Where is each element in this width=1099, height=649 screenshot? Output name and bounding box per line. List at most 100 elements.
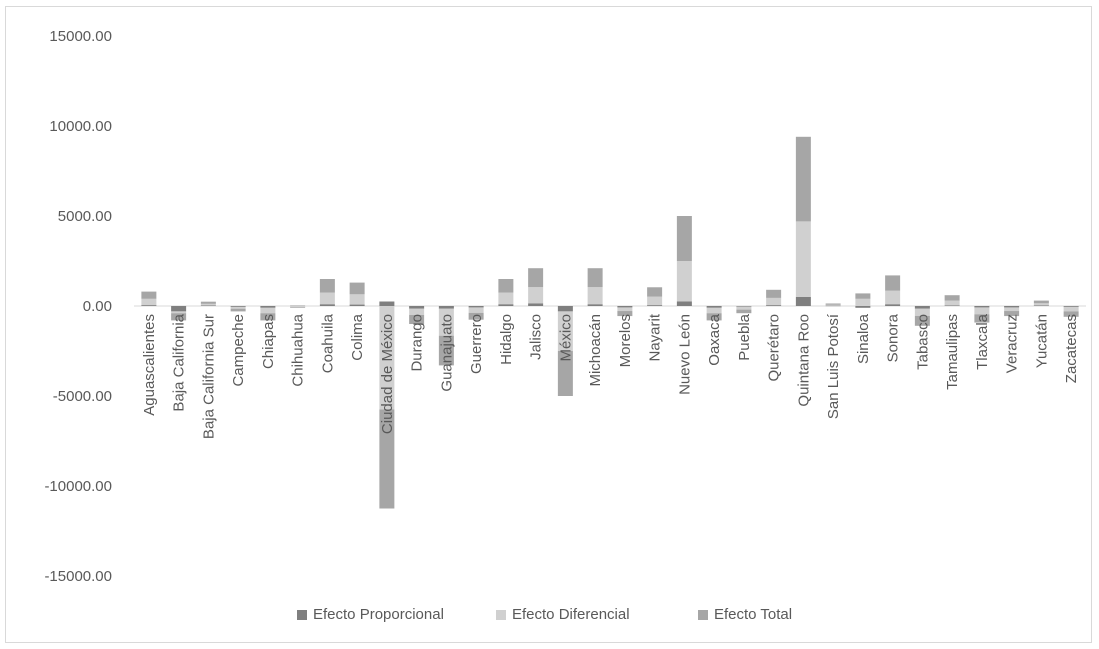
x-tick-label: Morelos bbox=[617, 314, 634, 367]
bar-efecto-proporcional-baja-california-sur bbox=[200, 305, 216, 306]
x-tick-label: Baja California Sur bbox=[200, 314, 217, 439]
bar-efecto-total-guanajuato bbox=[438, 335, 454, 366]
bar-efecto-total-tamaulipas bbox=[944, 295, 960, 301]
x-tick-label: San Luis Potosí bbox=[825, 313, 842, 419]
bar-efecto-proporcional-veracruz bbox=[1004, 306, 1020, 308]
x-tick-label: Tamaulipas bbox=[944, 314, 961, 390]
bar-efecto-total-nuevo-leon bbox=[676, 216, 692, 261]
y-tick-label: 10000.00 bbox=[49, 118, 112, 135]
bar-efecto-total-aguascalientes bbox=[141, 291, 157, 299]
bar-efecto-diferencial-guanajuato bbox=[438, 308, 454, 336]
bar-efecto-diferencial-aguascalientes bbox=[141, 298, 157, 306]
x-tick-label: Sinaloa bbox=[855, 313, 872, 364]
legend-swatch-efecto-total bbox=[698, 610, 708, 620]
bar-efecto-proporcional-jalisco bbox=[528, 303, 544, 306]
bar-efecto-proporcional-san-luis-potosi bbox=[825, 305, 841, 307]
bar-efecto-proporcional-baja-california bbox=[171, 306, 187, 312]
bar-efecto-diferencial-chiapas bbox=[260, 307, 276, 314]
bar-efecto-total-puebla bbox=[736, 309, 752, 314]
bar-efecto-diferencial-baja-california-sur bbox=[200, 303, 216, 306]
bar-efecto-total-ciudad-de-mexico bbox=[379, 409, 395, 509]
bar-efecto-total-nayarit bbox=[647, 287, 663, 297]
x-tick-label: Baja California bbox=[171, 313, 188, 411]
x-tick-label: Jalisco bbox=[528, 314, 545, 360]
chart-frame bbox=[5, 6, 1092, 643]
x-tick-label: Coahuila bbox=[319, 313, 336, 373]
x-tick-label: Nuevo León bbox=[676, 314, 693, 395]
x-tick-label: Ciudad de México bbox=[379, 314, 396, 434]
x-tick-label: Querétaro bbox=[766, 314, 783, 382]
x-tick-label: Colima bbox=[349, 313, 366, 360]
bar-efecto-proporcional-puebla bbox=[736, 306, 752, 307]
x-tick-label: Tabasco bbox=[914, 314, 931, 370]
bar-efecto-proporcional-quintana-roo bbox=[795, 297, 811, 306]
bar-efecto-diferencial-coahuila bbox=[319, 292, 335, 305]
bar-efecto-proporcional-durango bbox=[409, 306, 425, 309]
bar-efecto-diferencial-mexico bbox=[557, 311, 573, 351]
bar-efecto-proporcional-chihuahua bbox=[290, 305, 306, 307]
bar-efecto-proporcional-zacatecas bbox=[1063, 306, 1079, 307]
bar-efecto-proporcional-nuevo-leon bbox=[676, 301, 692, 306]
bar-efecto-diferencial-yucatan bbox=[1033, 303, 1049, 306]
bar-efecto-total-queretaro bbox=[766, 289, 782, 298]
bar-efecto-total-sinaloa bbox=[855, 293, 871, 299]
bar-efecto-diferencial-zacatecas bbox=[1063, 306, 1079, 312]
x-tick-label: Oaxaca bbox=[706, 313, 723, 365]
bar-efecto-total-coahuila bbox=[319, 279, 335, 293]
bar-efecto-total-michoacan bbox=[587, 268, 603, 288]
bar-efecto-proporcional-sinaloa bbox=[855, 306, 871, 308]
bar-efecto-total-baja-california bbox=[171, 313, 187, 321]
bar-efecto-diferencial-tlaxcala bbox=[974, 307, 990, 315]
bar-efecto-proporcional-colima bbox=[349, 304, 365, 306]
bar-efecto-diferencial-hidalgo bbox=[498, 292, 514, 305]
bar-efecto-total-guerrero bbox=[468, 312, 484, 320]
legend-label-efecto-diferencial: Efecto Diferencial bbox=[512, 606, 630, 623]
bar-efecto-diferencial-oaxaca bbox=[706, 307, 722, 314]
bar-efecto-total-baja-california-sur bbox=[200, 301, 216, 304]
bar-efecto-total-zacatecas bbox=[1063, 311, 1079, 317]
x-tick-label: Veracruz bbox=[1004, 314, 1021, 373]
bar-efecto-diferencial-colima bbox=[349, 294, 365, 305]
legend-swatch-efecto-proporcional bbox=[297, 610, 307, 620]
x-tick-label: México bbox=[557, 314, 574, 362]
bar-efecto-proporcional-campeche bbox=[230, 306, 246, 307]
legend-swatch-efecto-diferencial bbox=[496, 610, 506, 620]
bar-efecto-diferencial-sinaloa bbox=[855, 298, 871, 306]
bar-efecto-total-colima bbox=[349, 282, 365, 295]
x-tick-label: Sonora bbox=[885, 313, 902, 362]
bar-efecto-total-chiapas bbox=[260, 313, 276, 321]
bar-efecto-total-yucatan bbox=[1033, 300, 1049, 304]
bar-efecto-diferencial-san-luis-potosi bbox=[825, 304, 841, 306]
bar-efecto-proporcional-tabasco bbox=[914, 306, 930, 309]
x-tick-label: Michoacán bbox=[587, 314, 604, 387]
x-tick-label: Tlaxcala bbox=[974, 313, 991, 370]
bar-efecto-diferencial-chihuahua bbox=[290, 306, 306, 308]
bar-efecto-total-tlaxcala bbox=[974, 314, 990, 323]
x-tick-label: Nayarit bbox=[647, 313, 664, 361]
y-tick-label: -5000.00 bbox=[53, 388, 112, 405]
x-tick-label: Yucatán bbox=[1033, 314, 1050, 368]
x-tick-label: Zacatecas bbox=[1063, 314, 1080, 383]
x-tick-label: Puebla bbox=[736, 313, 753, 360]
bar-efecto-proporcional-tamaulipas bbox=[944, 305, 960, 306]
bar-efecto-diferencial-campeche bbox=[230, 306, 246, 309]
bar-efecto-diferencial-durango bbox=[409, 308, 425, 315]
bar-efecto-total-tabasco bbox=[914, 315, 930, 326]
bar-efecto-total-quintana-roo bbox=[795, 136, 811, 222]
bar-efecto-diferencial-veracruz bbox=[1004, 307, 1020, 312]
bar-efecto-proporcional-michoacan bbox=[587, 304, 603, 306]
bar-efecto-total-chihuahua bbox=[290, 307, 306, 308]
legend-label-efecto-total: Efecto Total bbox=[714, 606, 792, 623]
x-tick-label: Aguascalientes bbox=[141, 314, 158, 416]
bar-efecto-proporcional-oaxaca bbox=[706, 306, 722, 308]
bar-efecto-diferencial-queretaro bbox=[766, 297, 782, 306]
bar-efecto-proporcional-morelos bbox=[617, 306, 633, 308]
x-tick-label: Durango bbox=[409, 314, 426, 372]
y-tick-label: 5000.00 bbox=[58, 208, 112, 225]
bar-efecto-diferencial-ciudad-de-mexico bbox=[379, 306, 395, 410]
bar-efecto-proporcional-guerrero bbox=[468, 306, 484, 308]
bar-efecto-diferencial-puebla bbox=[736, 306, 752, 310]
bar-efecto-diferencial-michoacan bbox=[587, 287, 603, 305]
x-tick-label: Hidalgo bbox=[498, 314, 515, 365]
